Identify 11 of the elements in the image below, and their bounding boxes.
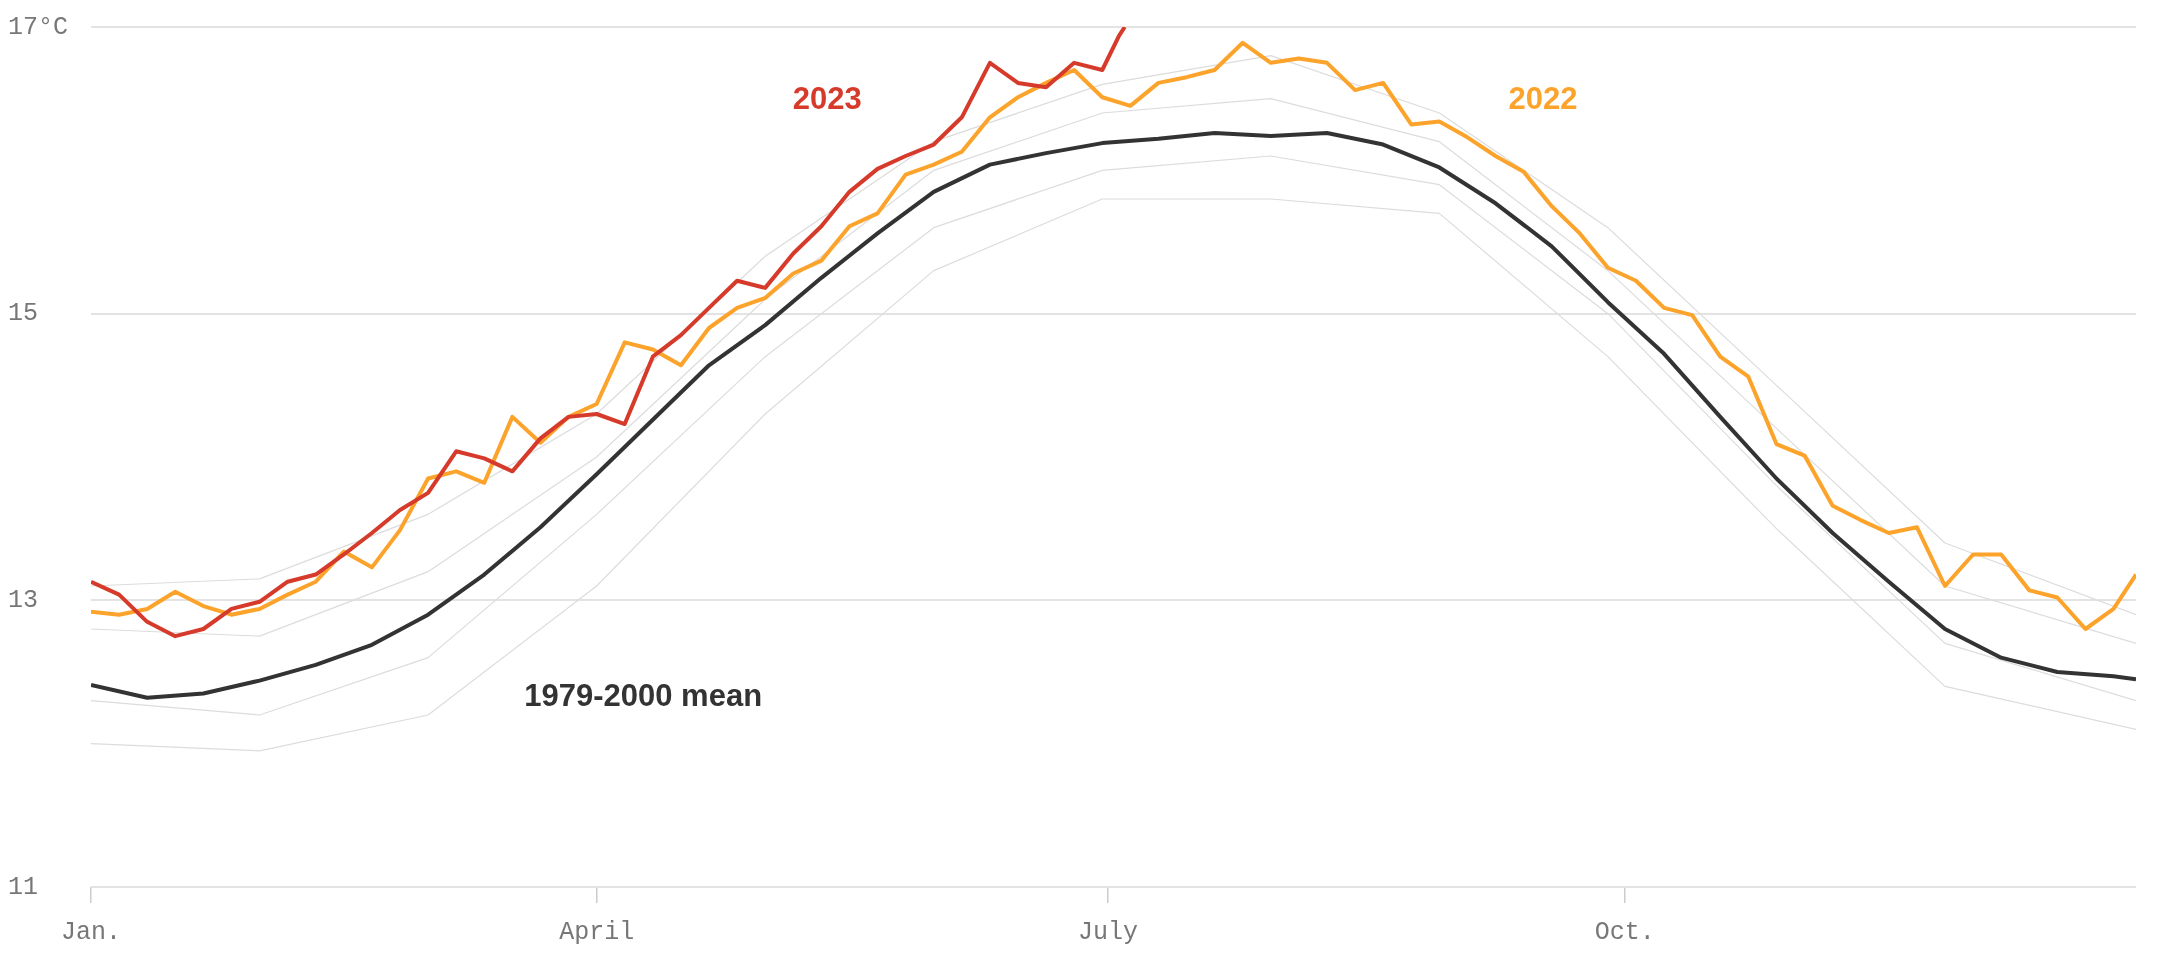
x-tick-label: April — [559, 917, 635, 947]
y-tick-label: 17°C — [8, 12, 69, 42]
text: 1979-2000 mean — [524, 678, 763, 714]
y-tick-label: 15 — [8, 299, 39, 329]
x-tick-label: Jan. — [60, 917, 122, 947]
series-label: 2023 — [792, 80, 862, 116]
series-label: 2022 — [1508, 80, 1578, 116]
x-tick-label: July — [1077, 917, 1138, 947]
y-tick-label: 11 — [8, 872, 39, 902]
x-tick-label: Oct. — [1594, 917, 1655, 947]
y-tick-label: 13 — [8, 585, 39, 615]
